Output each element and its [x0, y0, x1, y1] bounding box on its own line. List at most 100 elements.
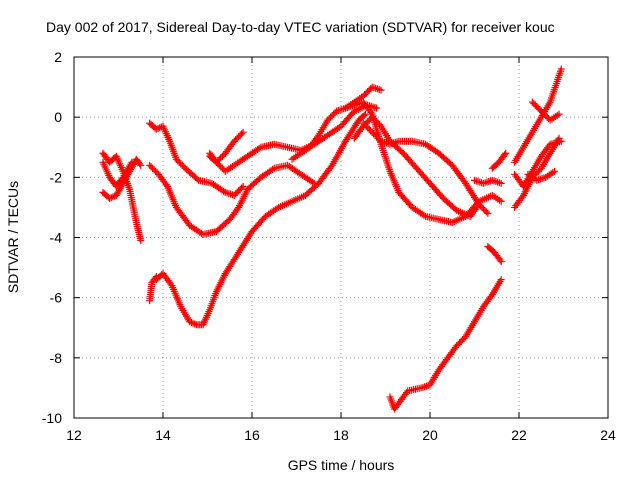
- data-point: [536, 106, 544, 114]
- data-point: [483, 178, 491, 186]
- data-point: [495, 179, 503, 187]
- data-point: [537, 107, 545, 115]
- x-tick-label: 12: [66, 427, 82, 443]
- data-point: [371, 116, 379, 124]
- data-point: [479, 179, 487, 187]
- data-point: [238, 130, 246, 138]
- data-point: [487, 292, 495, 300]
- data-point: [330, 110, 338, 118]
- y-tick-label: -10: [42, 410, 62, 426]
- data-point: [497, 258, 505, 266]
- data-point: [218, 152, 226, 160]
- data-point: [373, 118, 381, 126]
- data-point: [534, 104, 542, 112]
- data-point: [177, 160, 185, 168]
- data-point: [472, 177, 480, 185]
- data-point: [557, 65, 565, 73]
- data-point: [454, 340, 462, 348]
- data-point: [233, 188, 241, 196]
- data-point: [377, 86, 385, 94]
- data-point: [542, 112, 550, 120]
- y-axis-label: SDTVAR / TECUs: [5, 181, 21, 293]
- data-point: [187, 318, 195, 326]
- data-point: [540, 110, 548, 118]
- data-point: [191, 320, 199, 328]
- data-point: [371, 131, 379, 139]
- data-point: [534, 167, 542, 175]
- series-sat-q: [488, 149, 510, 172]
- data-point: [149, 164, 157, 172]
- data-point: [217, 154, 225, 162]
- data-point: [530, 100, 538, 108]
- data-point: [471, 176, 478, 184]
- data-point: [365, 116, 373, 124]
- y-tick-label: 0: [54, 109, 62, 125]
- data-point: [373, 85, 381, 93]
- data-point: [364, 118, 372, 126]
- x-tick-label: 22: [511, 427, 527, 443]
- data-point: [481, 179, 489, 187]
- data-point: [459, 336, 467, 344]
- data-point: [497, 179, 505, 187]
- data-point: [232, 190, 240, 198]
- data-point: [359, 92, 367, 100]
- data-point: [497, 197, 505, 205]
- data-point: [215, 161, 223, 169]
- data-marks: [99, 65, 565, 413]
- data-point: [359, 119, 367, 127]
- data-point: [543, 113, 551, 121]
- series-sat-v: [524, 167, 559, 184]
- series-sat-m: [359, 119, 492, 217]
- data-point: [236, 185, 244, 193]
- series-sat-g: [152, 110, 369, 329]
- data-point: [485, 178, 493, 186]
- data-point: [217, 163, 225, 171]
- data-point: [367, 108, 375, 116]
- data-point: [327, 113, 335, 121]
- data-point: [484, 209, 492, 217]
- x-tick-label: 18: [333, 427, 349, 443]
- series-sat-t: [511, 137, 565, 190]
- data-point: [162, 181, 170, 189]
- data-point: [233, 134, 241, 142]
- series-sat-c: [99, 158, 136, 190]
- data-point: [370, 130, 378, 138]
- y-tick-labels: -10 -8 -6 -4 -2 0 2: [42, 49, 62, 426]
- data-point: [230, 191, 238, 199]
- data-point: [482, 208, 490, 216]
- data-point: [361, 121, 369, 129]
- data-point: [109, 193, 117, 201]
- data-point: [218, 164, 226, 172]
- y-tick-label: -8: [50, 350, 63, 366]
- series-sat-u: [528, 98, 563, 124]
- data-point: [474, 178, 482, 186]
- data-point: [533, 103, 541, 111]
- data-point: [364, 124, 372, 132]
- y-tick-label: -4: [50, 230, 63, 246]
- series-sat-n: [386, 276, 505, 413]
- data-point: [152, 167, 160, 175]
- x-tick-label: 16: [244, 427, 260, 443]
- grid: [74, 57, 608, 418]
- data-point: [371, 104, 379, 112]
- data-point: [365, 86, 373, 94]
- data-point: [551, 167, 559, 175]
- data-point: [494, 178, 502, 186]
- data-point: [269, 165, 277, 173]
- series-sat-p: [484, 243, 505, 266]
- data-point: [374, 134, 382, 142]
- data-point: [496, 256, 504, 264]
- data-point: [475, 200, 483, 208]
- data-point: [497, 276, 505, 284]
- data-point: [536, 175, 544, 183]
- data-point: [539, 109, 547, 117]
- axis-ticks: [73, 56, 609, 419]
- data-point: [453, 342, 461, 350]
- data-point: [531, 101, 539, 109]
- x-tick-label: 20: [422, 427, 438, 443]
- data-point: [456, 339, 464, 347]
- data-point: [374, 119, 382, 127]
- data-point: [518, 193, 526, 201]
- series-sat-a: [99, 149, 145, 245]
- data-point: [106, 194, 114, 202]
